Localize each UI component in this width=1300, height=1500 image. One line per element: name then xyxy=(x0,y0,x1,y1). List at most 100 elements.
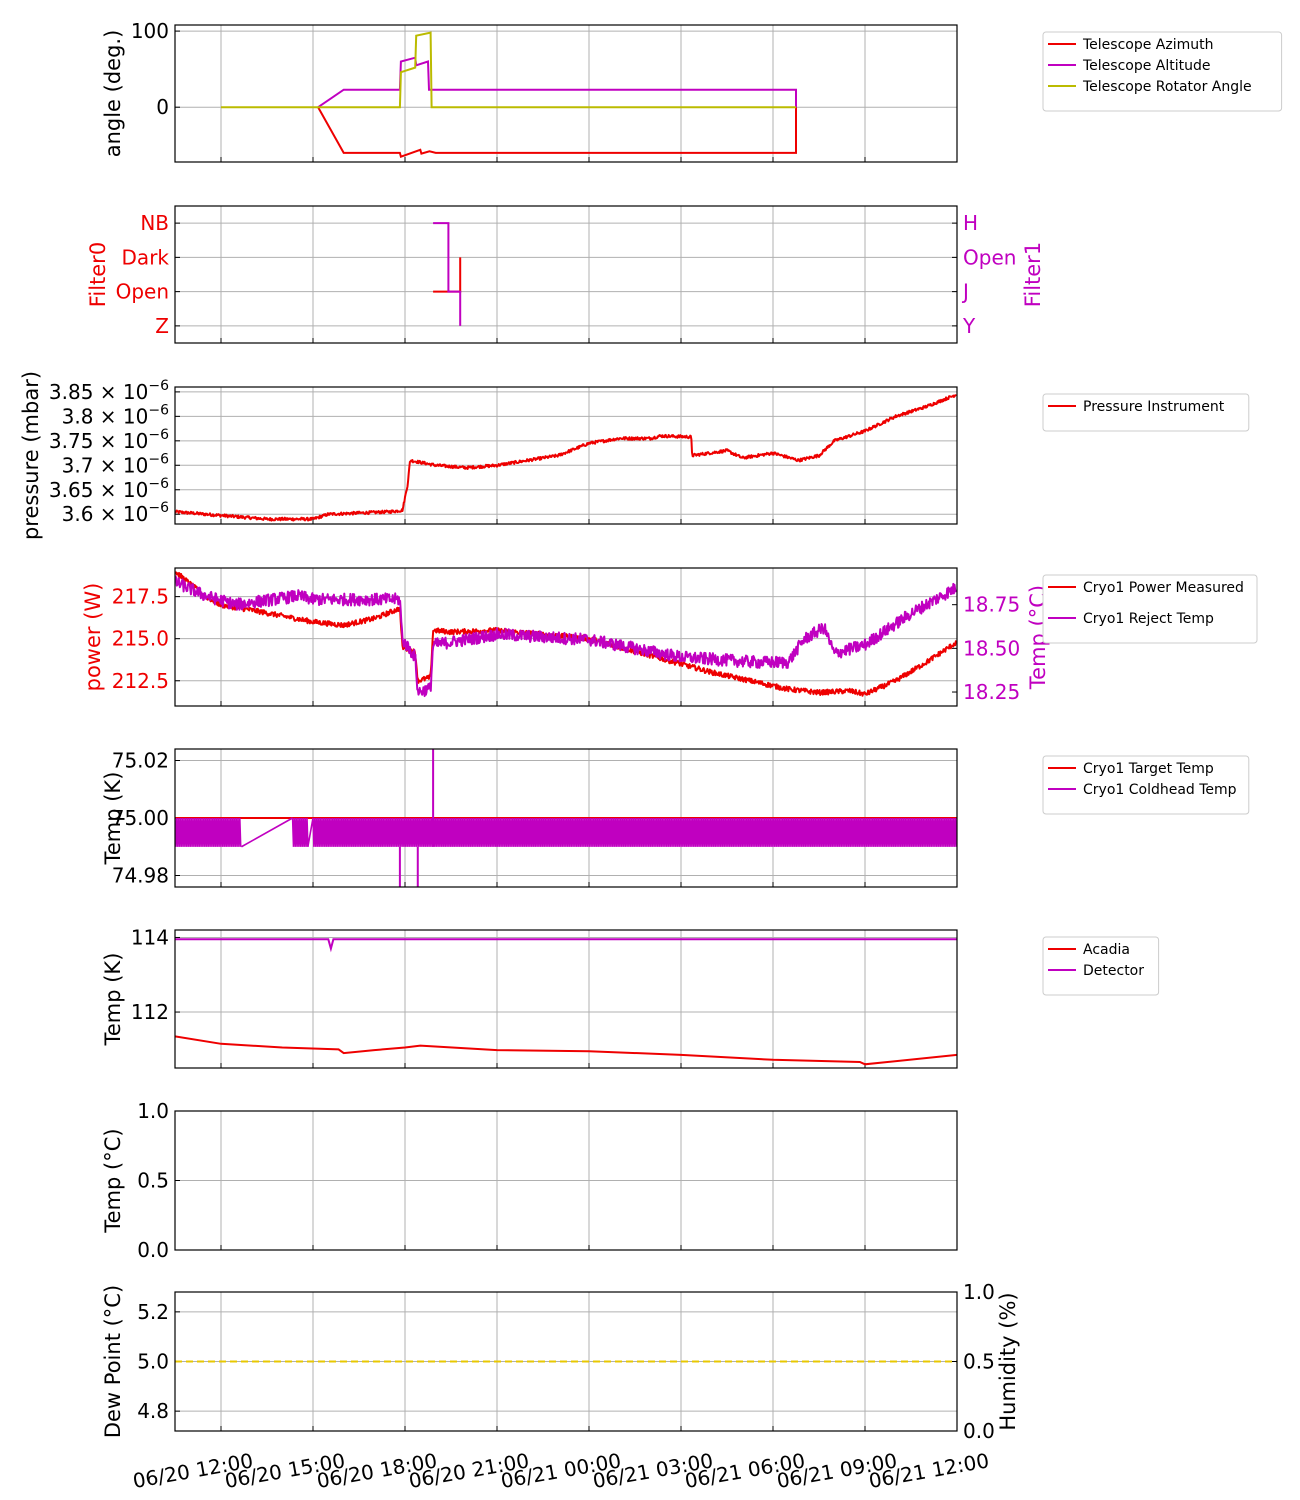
panel-pressure: 3.6 × 10−63.65 × 10−63.7 × 10−63.75 × 10… xyxy=(19,371,1250,540)
legend-detector: Acadia Detector xyxy=(1042,936,1160,996)
y-right-tick-label: 18.25 xyxy=(963,680,1020,704)
grid-filters xyxy=(175,206,958,343)
legend-frame xyxy=(1042,755,1250,815)
y-tick-label: 112 xyxy=(131,1000,169,1024)
panel-ambient: 0.0 0.5 1.0 Temp (°C) xyxy=(101,1099,958,1262)
y-tick-label: 100 xyxy=(131,19,169,43)
series-cryo1-coldhead-temp xyxy=(175,749,957,887)
series-detector xyxy=(175,938,957,953)
series-group-pressure xyxy=(175,394,957,522)
y-axis-label-ambient: Temp (°C) xyxy=(101,1128,125,1233)
series-telescope-altitude xyxy=(317,56,797,109)
y-tick-label: 3.6 × 10−6 xyxy=(62,500,169,526)
plot-frame-detector xyxy=(174,929,958,1069)
plot-frame-ambient xyxy=(174,1110,958,1251)
band-segment xyxy=(175,817,242,847)
y-axis-label-angle: angle (deg.) xyxy=(101,30,125,158)
y-tick-label: NB xyxy=(140,211,169,235)
y-tick-label: 5.2 xyxy=(137,1300,169,1324)
y-axis-label-cryo-temp: Temp (K) xyxy=(101,772,125,866)
y-axis-label-detector: Temp (K) xyxy=(101,953,125,1047)
y-axis-label-right-dewpoint: Humidity (%) xyxy=(996,1292,1020,1430)
legend-entry: Telescope Rotator Angle xyxy=(1082,79,1252,95)
grid-angle xyxy=(175,25,958,162)
legend-entry: Detector xyxy=(1083,963,1144,979)
y-right-tick-label: J xyxy=(961,280,969,304)
plot-frame-filters xyxy=(174,205,958,344)
series-group-filters xyxy=(433,222,462,326)
legend-angle: Telescope Azimuth Telescope Altitude Teles… xyxy=(1042,31,1283,112)
y-right-tick-label: H xyxy=(963,211,978,235)
y-right-tick-label: 1.0 xyxy=(963,1280,995,1304)
y-tick-label: 3.7 × 10−6 xyxy=(62,451,169,477)
y-tick-label: 3.8 × 10−6 xyxy=(62,402,169,428)
band-bridge xyxy=(241,817,293,848)
plot-frame-cryo-temp xyxy=(174,748,958,888)
y-tick-label: 75.00 xyxy=(112,806,169,830)
y-tick-label: 0.0 xyxy=(137,1238,169,1262)
series-group-cryo-temp xyxy=(175,749,957,887)
series-pressure-instrument xyxy=(175,394,957,522)
y-tick-label: Z xyxy=(155,314,169,338)
legend-frame xyxy=(1042,936,1160,996)
plot-frame-cryo-power xyxy=(174,567,958,707)
grid-pressure xyxy=(175,387,958,524)
y-right-tick-label: Y xyxy=(962,314,976,338)
y-tick-label: 114 xyxy=(131,925,169,949)
legend-entry: Telescope Altitude xyxy=(1082,58,1211,74)
band-segment xyxy=(291,817,309,847)
legend-frame xyxy=(1042,31,1283,112)
y-tick-label: 5.0 xyxy=(137,1350,169,1374)
y-axis-label-dewpoint: Dew Point (°C) xyxy=(101,1285,125,1438)
y-axis-label-right-filters: Filter1 xyxy=(1021,242,1045,307)
y-tick-label: 217.5 xyxy=(112,585,169,609)
series-telescope-azimuth xyxy=(317,106,797,159)
plot-frame-angle xyxy=(174,24,958,163)
band-bridge xyxy=(307,817,314,847)
y-right-tick-label: 0.5 xyxy=(963,1350,995,1374)
legend-cryo-power: Cryo1 Power Measured Cryo1 Reject Temp xyxy=(1042,574,1258,644)
y-tick-label: 1.0 xyxy=(137,1099,169,1123)
legend-entry: Cryo1 Reject Temp xyxy=(1083,611,1214,627)
y-tick-label: 212.5 xyxy=(112,669,169,693)
series-group-angle xyxy=(221,31,797,159)
y-axis-label-cryo-power: power (W) xyxy=(81,583,105,692)
legend-cryo-temp: Cryo1 Target Temp Cryo1 Coldhead Temp xyxy=(1042,755,1250,815)
legend-entry: Pressure Instrument xyxy=(1083,399,1225,415)
legend-frame xyxy=(1042,393,1250,432)
y-tick-label: 3.85 × 10−6 xyxy=(49,378,169,404)
y-tick-label: 3.65 × 10−6 xyxy=(49,476,169,502)
band-segment xyxy=(312,817,957,847)
panel-dewpoint: 4.8 5.0 5.2 0.0 0.5 1.0 Dew Point (°C) Humidity… xyxy=(101,1280,1020,1493)
series-group-detector xyxy=(175,938,957,1066)
legend-entry: Cryo1 Target Temp xyxy=(1083,761,1214,777)
panel-filters: Z Open Dark NB YJ Open H Filter0 Filter1 xyxy=(86,205,1045,344)
y-right-tick-label: 18.50 xyxy=(963,636,1020,660)
legend-entry: Telescope Azimuth xyxy=(1082,37,1213,53)
legend-entry: Acadia xyxy=(1083,942,1130,958)
y-tick-label: 74.98 xyxy=(112,864,169,888)
legend-entry: Cryo1 Power Measured xyxy=(1083,580,1244,596)
y-right-tick-label: 18.75 xyxy=(963,593,1020,617)
legend-pressure: Pressure Instrument xyxy=(1042,393,1250,432)
series-filter1 xyxy=(433,222,462,326)
y-tick-label: Dark xyxy=(122,245,170,269)
plot-frame-pressure xyxy=(174,386,958,525)
y-right-tick-label: 0.0 xyxy=(963,1419,995,1443)
series-acadia xyxy=(175,1035,957,1066)
y-tick-label: 215.0 xyxy=(112,627,169,651)
grid-ambient xyxy=(175,1110,958,1251)
y-tick-label: 75.02 xyxy=(112,749,169,773)
legend-entry: Cryo1 Coldhead Temp xyxy=(1083,782,1237,798)
y-tick-label: 3.75 × 10−6 xyxy=(49,427,169,453)
grid-detector xyxy=(175,930,958,1068)
y-tick-label: 0.5 xyxy=(137,1169,169,1193)
y-tick-label: 4.8 xyxy=(137,1399,169,1423)
y-axis-label-filters: Filter0 xyxy=(86,242,110,307)
series-filter0 xyxy=(433,257,462,293)
y-axis-label-pressure: pressure (mbar) xyxy=(19,371,43,540)
